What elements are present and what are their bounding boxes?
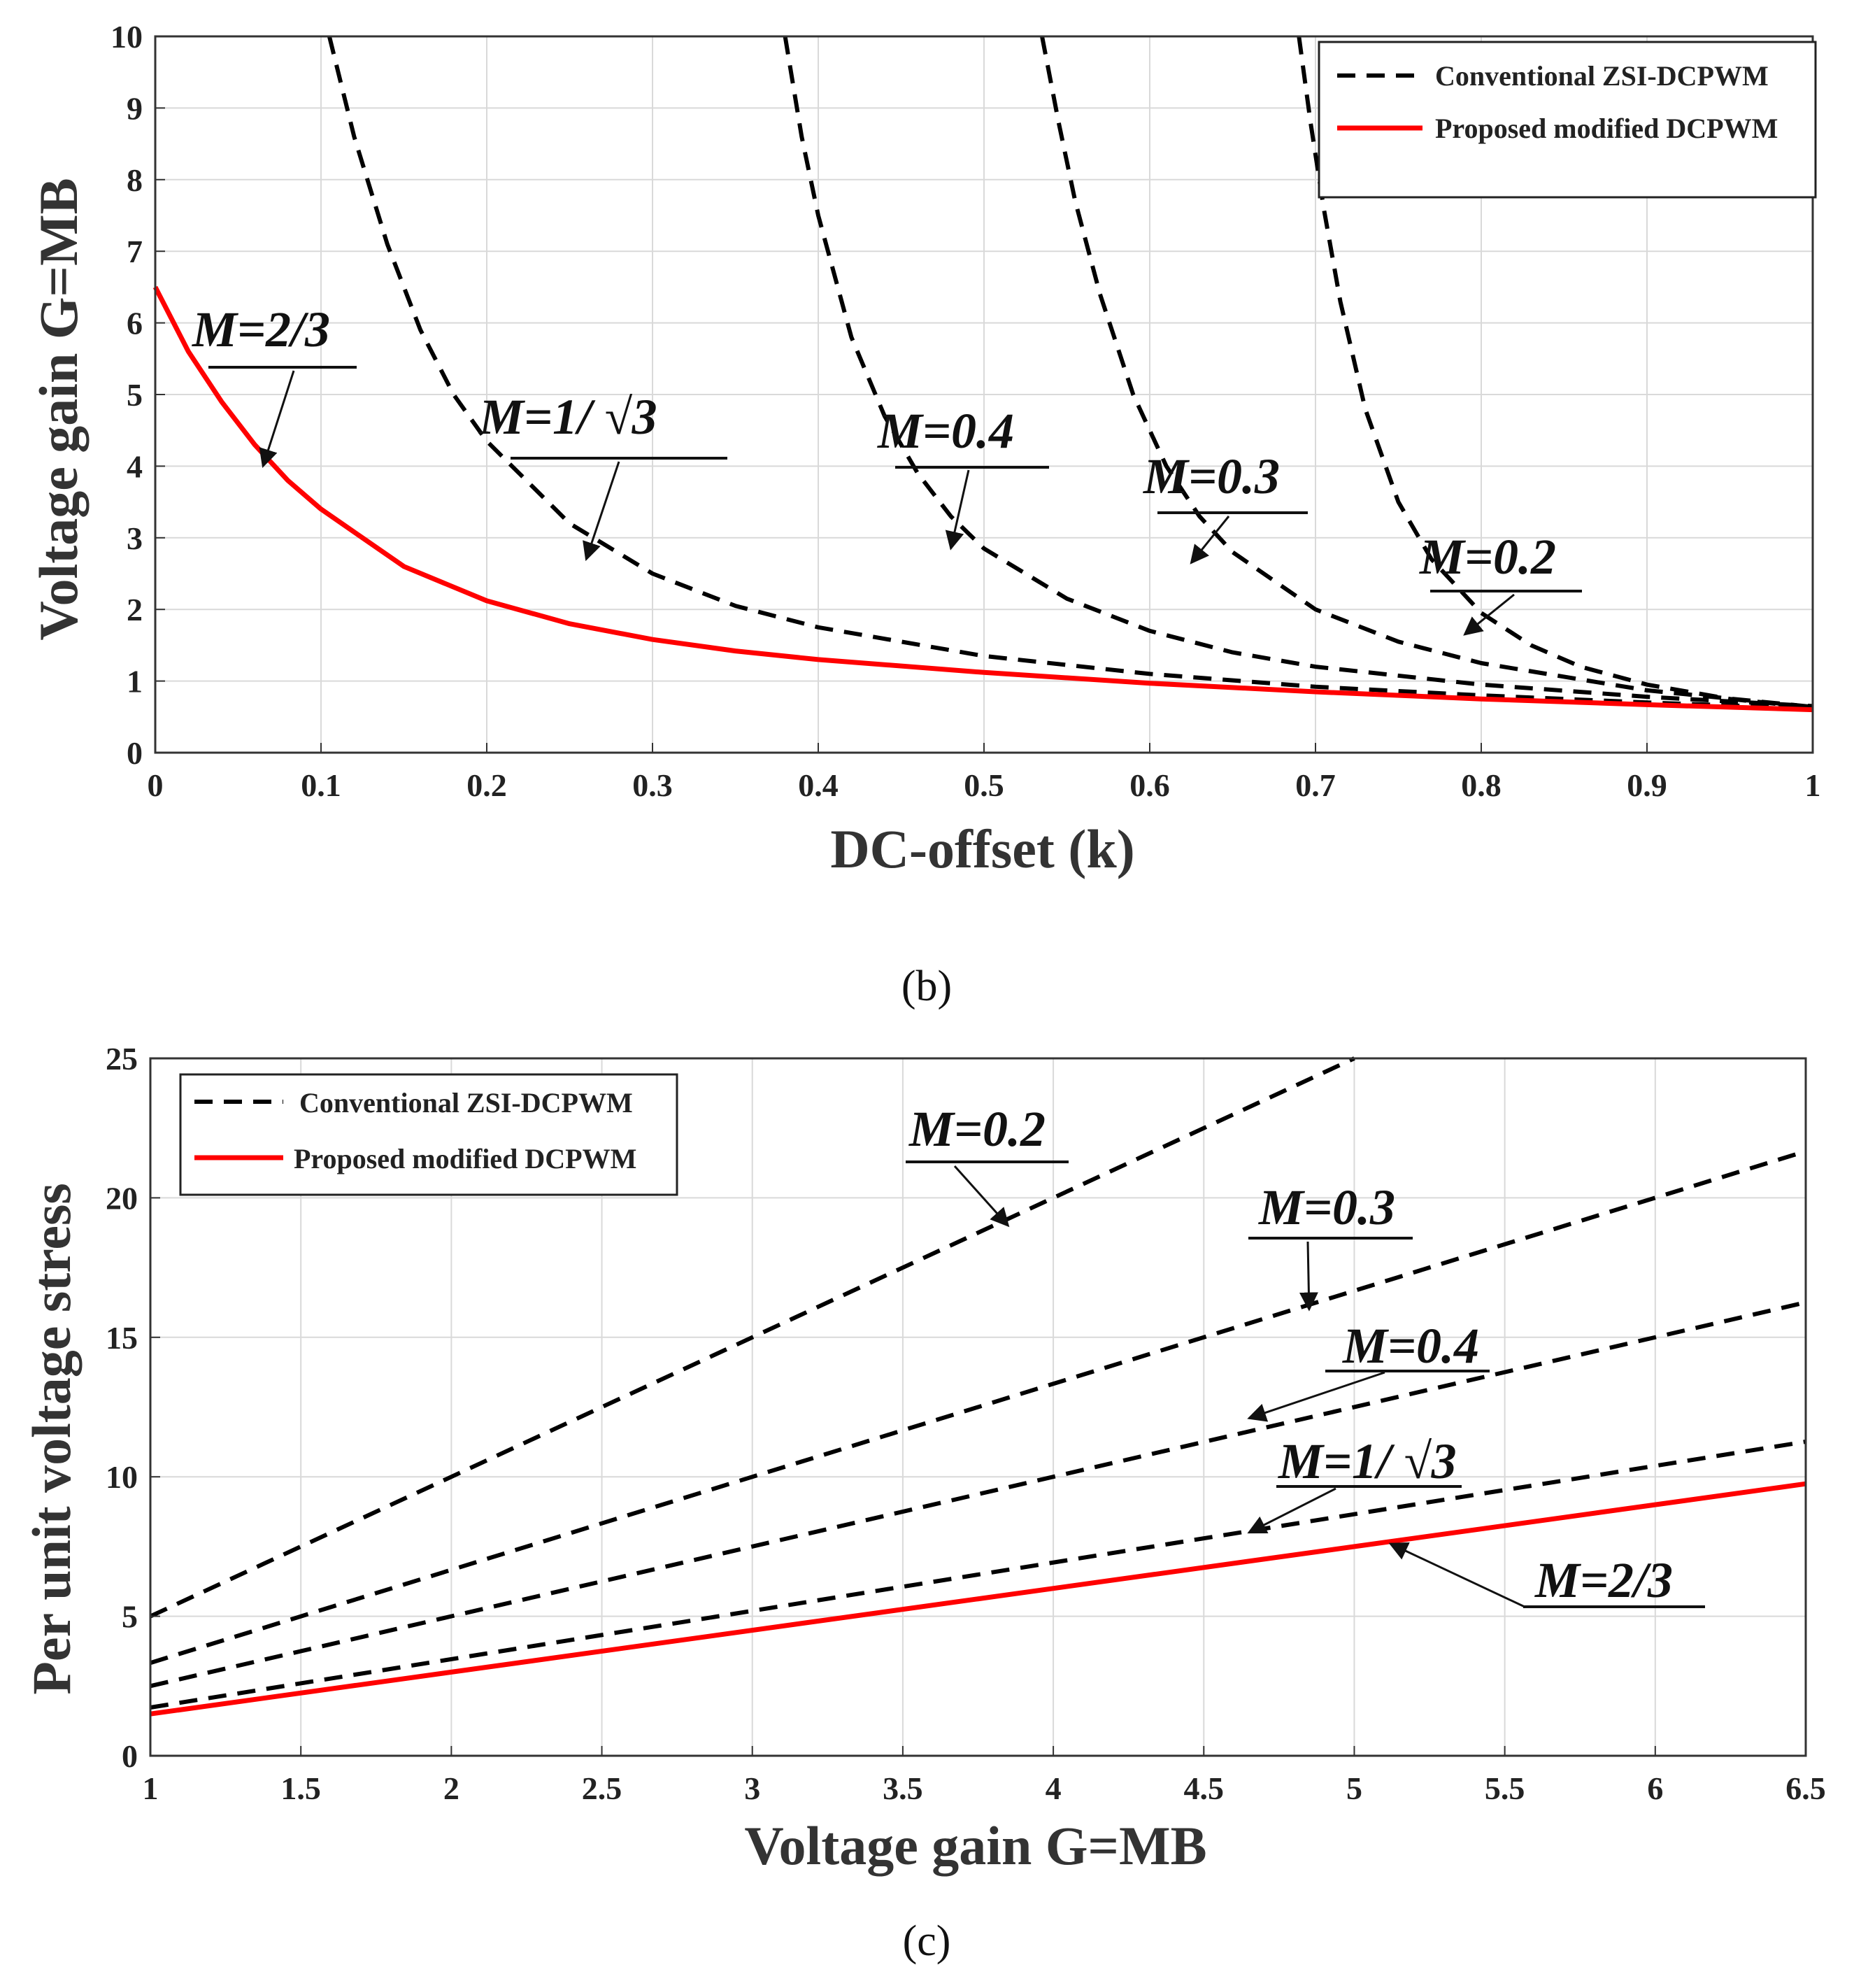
panel-b-annotation-label: M=0.4 <box>877 403 1014 459</box>
panel-c-y-tick-label: 0 <box>122 1738 138 1774</box>
panel-b-x-tick-label: 1 <box>1805 767 1821 803</box>
panel-c-x-tick-label: 2 <box>443 1770 459 1806</box>
panel-b-series-m-0-2 <box>1297 36 1813 710</box>
panel-c-legend-proposed-label: Proposed modified DCPWM <box>294 1143 636 1174</box>
panel-b-x-tick-label: 0.2 <box>466 767 507 803</box>
panel-b-annotation-arrow <box>259 370 295 468</box>
panel-c-series-m-1-3 <box>150 1440 1806 1710</box>
panel-b-y-tick-label: 0 <box>127 735 143 771</box>
panel-b-x-tick-label: 0.1 <box>301 767 341 803</box>
panel-c-y-tick-label: 25 <box>106 1041 138 1077</box>
panel-b-x-tick-label: 0.9 <box>1627 767 1667 803</box>
panel-b-caption: (b) <box>901 963 952 1010</box>
panel-b-annotation-label: M=0.3 <box>1143 448 1280 504</box>
panel-b-series-m-0-3 <box>1040 36 1813 709</box>
panel-b-y-tick-label: 7 <box>127 234 143 269</box>
panel-b-annotations: M=2/3 M=1/ √3 M=0.4 M=0.3 M=0.2 <box>192 301 1582 636</box>
panel-c-x-tick-label: 5 <box>1346 1770 1362 1806</box>
panel-c-y-tick-label: 5 <box>122 1599 138 1635</box>
panel-c-annotation-label: M=0.3 <box>1258 1179 1395 1235</box>
panel-b-x-ticks: 0 0.1 0.2 0.3 0.4 0.5 0.6 0.7 0.8 0.9 1 <box>148 743 1821 803</box>
panel-c-legend: Conventional ZSI-DCPWM Proposed modified… <box>179 1073 678 1196</box>
panel-c-x-ticks: 1 1.5 2 2.5 3 3.5 4 4.5 5 5.5 6 6.5 <box>143 1746 1826 1806</box>
panel-c-chart: 1 1.5 2 2.5 3 3.5 4 4.5 5 5.5 6 6.5 0 5 10 15 20 25 M=0.… <box>21 1041 1826 1965</box>
panel-b-series <box>152 36 1813 713</box>
panel-c-annotation-label: M=0.2 <box>908 1101 1046 1157</box>
panel-b-y-tick-label: 2 <box>127 592 143 627</box>
panel-c-x-axis-label: Voltage gain G=MB <box>744 1815 1206 1876</box>
panel-c-annotation-label: M=1/ √3 <box>1278 1433 1457 1489</box>
panel-c-caption: (c) <box>903 1917 951 1965</box>
panel-c-legend-conventional-label: Conventional ZSI-DCPWM <box>299 1087 633 1119</box>
panel-b-y-tick-label: 1 <box>127 664 143 700</box>
panel-b-legend-box <box>1318 41 1817 199</box>
panel-c-series-m-0-4 <box>150 1300 1806 1689</box>
panel-b-x-axis-label: DC-offset (k) <box>830 818 1134 879</box>
panel-c-series-m-0-3 <box>150 1149 1806 1666</box>
panel-b-chart: 0 0.1 0.2 0.3 0.4 0.5 0.6 0.7 0.8 0.9 1 0 1 2 3 4 5 6 7 8 9… <box>28 19 1821 1010</box>
panel-b-annotation-label: M=1/ √3 <box>478 389 657 445</box>
panel-c-x-tick-label: 5.5 <box>1485 1770 1525 1806</box>
panel-b-annotation-arrow <box>945 469 970 551</box>
panel-b-y-tick-label: 3 <box>127 520 143 556</box>
panel-c-x-tick-label: 4 <box>1046 1770 1062 1806</box>
panel-b-x-tick-label: 0.5 <box>964 767 1004 803</box>
panel-c-annotation-arrow <box>1247 1371 1385 1422</box>
panel-c-x-tick-label: 2.5 <box>582 1770 622 1806</box>
panel-c-annotations: M=0.2 M=0.3 M=0.4 M=1/ √3 M=2/3 <box>906 1101 1705 1608</box>
panel-c-y-tick-label: 10 <box>106 1459 138 1495</box>
panel-b-y-tick-label: 8 <box>127 162 143 198</box>
panel-c-x-tick-label: 6 <box>1647 1770 1663 1806</box>
panel-b-series-m-0-4 <box>783 36 1813 709</box>
panel-b-annotation-label: M=0.2 <box>1419 529 1556 585</box>
panel-c-annotation-label: M=2/3 <box>1534 1552 1673 1608</box>
panel-b-series-proposed-modified-dcpwm <box>152 285 1813 713</box>
panel-c-x-tick-label: 6.5 <box>1785 1770 1826 1806</box>
panel-c-y-tick-label: 20 <box>106 1180 138 1216</box>
panel-c-y-ticks: 0 5 10 15 20 25 <box>106 1041 160 1774</box>
panel-b-legend-conventional-label: Conventional ZSI-DCPWM <box>1435 60 1769 92</box>
panel-b-y-tick-label: 10 <box>110 19 143 55</box>
panel-c-series-proposed-modified-dcpwm <box>150 1481 1806 1717</box>
panel-b-y-tick-label: 6 <box>127 306 143 341</box>
panel-b-annotation-arrow <box>1190 516 1230 565</box>
panel-c-annotation-arrow <box>1299 1241 1318 1312</box>
panel-c-plot-frame <box>149 1057 1807 1757</box>
panel-c-annotation-arrow <box>953 1165 1010 1228</box>
panel-c-x-tick-label: 4.5 <box>1184 1770 1225 1806</box>
panel-b-y-tick-label: 9 <box>127 90 143 126</box>
panel-b-y-axis-label: Voltage gain G=MB <box>28 178 89 640</box>
panel-c-x-tick-label: 1.5 <box>280 1770 321 1806</box>
panel-b-annotation-label: M=2/3 <box>192 301 330 357</box>
panel-b-x-tick-label: 0.6 <box>1129 767 1170 803</box>
panel-c-y-tick-label: 15 <box>106 1320 138 1356</box>
panel-b-x-tick-label: 0.4 <box>798 767 839 803</box>
panel-c-annotation-arrow <box>1247 1487 1336 1534</box>
panel-b-plot-frame <box>154 35 1814 754</box>
panel-c-legend-box <box>179 1073 678 1196</box>
panel-c-y-axis-label: Per unit voltage stress <box>21 1183 82 1695</box>
panel-c-series <box>149 1056 1806 1717</box>
panel-b-y-tick-label: 4 <box>127 448 143 484</box>
panel-b-y-ticks: 0 1 2 3 4 5 6 7 8 9 10 <box>110 19 165 771</box>
panel-b-x-tick-label: 0 <box>148 767 164 803</box>
panel-c-annotation-arrow <box>1388 1542 1525 1608</box>
panel-c-x-tick-label: 3 <box>744 1770 760 1806</box>
panel-b-x-tick-label: 0.8 <box>1461 767 1502 803</box>
panel-b-annotation-arrow <box>583 461 620 562</box>
panel-b-y-tick-label: 5 <box>127 377 143 413</box>
panel-b-legend: Conventional ZSI-DCPWM Proposed modified… <box>1318 41 1817 199</box>
panel-c-annotation-label: M=0.4 <box>1342 1318 1479 1374</box>
panel-b-x-tick-label: 0.7 <box>1295 767 1336 803</box>
panel-c-x-tick-label: 1 <box>143 1770 159 1806</box>
panel-c-series-m-0-2 <box>149 1056 1355 1619</box>
panel-b-x-tick-label: 0.3 <box>632 767 673 803</box>
panel-b-legend-proposed-label: Proposed modified DCPWM <box>1435 113 1778 144</box>
panel-c-x-tick-label: 3.5 <box>883 1770 923 1806</box>
panel-b-annotation-arrow <box>1463 593 1515 636</box>
